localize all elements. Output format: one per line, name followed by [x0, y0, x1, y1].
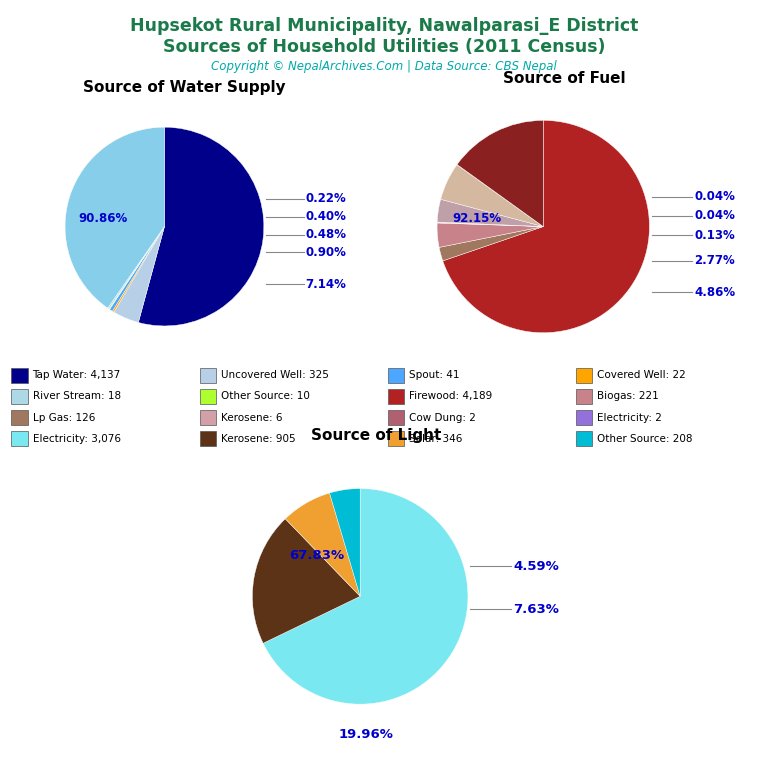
Wedge shape — [263, 488, 468, 704]
Text: 0.22%: 0.22% — [306, 192, 346, 205]
Text: River Stream: 18: River Stream: 18 — [32, 392, 121, 402]
Wedge shape — [110, 227, 164, 311]
Wedge shape — [457, 121, 543, 227]
Text: Tap Water: 4,137: Tap Water: 4,137 — [32, 370, 121, 380]
Text: 0.40%: 0.40% — [306, 210, 346, 223]
Wedge shape — [441, 164, 543, 227]
Bar — [576, 368, 592, 383]
Title: Source of Water Supply: Source of Water Supply — [83, 80, 286, 94]
Text: Other Source: 208: Other Source: 208 — [597, 434, 693, 444]
Text: 7.63%: 7.63% — [513, 603, 559, 616]
Wedge shape — [437, 222, 543, 227]
Text: Hupsekot Rural Municipality, Nawalparasi_E District: Hupsekot Rural Municipality, Nawalparasi… — [130, 17, 638, 35]
Bar — [200, 431, 216, 446]
Text: 90.86%: 90.86% — [78, 212, 127, 225]
Text: Other Source: 10: Other Source: 10 — [220, 392, 310, 402]
Text: 7.14%: 7.14% — [306, 278, 346, 291]
Text: 4.86%: 4.86% — [694, 286, 735, 299]
Bar — [388, 389, 404, 404]
Bar — [576, 431, 592, 446]
Text: 0.13%: 0.13% — [694, 229, 735, 242]
Wedge shape — [114, 227, 164, 323]
Wedge shape — [109, 227, 164, 310]
Bar — [12, 368, 28, 383]
Wedge shape — [285, 493, 360, 596]
Bar — [576, 410, 592, 425]
Title: Source of Light: Source of Light — [311, 428, 442, 443]
Text: Covered Well: 22: Covered Well: 22 — [597, 370, 686, 380]
Text: 92.15%: 92.15% — [453, 211, 502, 224]
Wedge shape — [437, 223, 543, 247]
Text: 0.04%: 0.04% — [694, 190, 735, 204]
Text: 0.04%: 0.04% — [694, 210, 735, 223]
Bar — [388, 431, 404, 446]
Wedge shape — [439, 227, 543, 261]
Text: 4.59%: 4.59% — [513, 560, 559, 573]
Wedge shape — [437, 222, 543, 227]
Bar — [200, 410, 216, 425]
Text: Biogas: 221: Biogas: 221 — [597, 392, 659, 402]
Text: Electricity: 2: Electricity: 2 — [597, 412, 662, 422]
Wedge shape — [329, 488, 360, 596]
Wedge shape — [108, 227, 164, 309]
Title: Source of Fuel: Source of Fuel — [503, 71, 626, 86]
Wedge shape — [437, 199, 543, 227]
Text: 0.48%: 0.48% — [306, 228, 346, 241]
Text: 67.83%: 67.83% — [290, 549, 345, 562]
Text: Firewood: 4,189: Firewood: 4,189 — [409, 392, 492, 402]
Text: Spout: 41: Spout: 41 — [409, 370, 459, 380]
Wedge shape — [457, 164, 543, 227]
Text: Uncovered Well: 325: Uncovered Well: 325 — [220, 370, 329, 380]
Text: Electricity: 3,076: Electricity: 3,076 — [32, 434, 121, 444]
Wedge shape — [443, 121, 650, 333]
Text: Copyright © NepalArchives.Com | Data Source: CBS Nepal: Copyright © NepalArchives.Com | Data Sou… — [211, 60, 557, 73]
Wedge shape — [138, 127, 264, 326]
Wedge shape — [112, 227, 164, 312]
Bar — [12, 389, 28, 404]
Bar — [200, 368, 216, 383]
Text: Sources of Household Utilities (2011 Census): Sources of Household Utilities (2011 Cen… — [163, 38, 605, 56]
Bar — [388, 368, 404, 383]
Bar — [200, 389, 216, 404]
Text: 19.96%: 19.96% — [338, 728, 393, 741]
Bar — [12, 410, 28, 425]
Bar — [576, 389, 592, 404]
Text: Solar: 346: Solar: 346 — [409, 434, 462, 444]
Bar — [388, 410, 404, 425]
Text: 2.77%: 2.77% — [694, 254, 735, 267]
Text: Lp Gas: 126: Lp Gas: 126 — [32, 412, 95, 422]
Text: Cow Dung: 2: Cow Dung: 2 — [409, 412, 475, 422]
Wedge shape — [253, 518, 360, 644]
Bar — [12, 431, 28, 446]
Text: Kerosene: 905: Kerosene: 905 — [220, 434, 296, 444]
Text: 0.90%: 0.90% — [306, 246, 346, 259]
Wedge shape — [65, 127, 164, 308]
Text: Kerosene: 6: Kerosene: 6 — [220, 412, 282, 422]
